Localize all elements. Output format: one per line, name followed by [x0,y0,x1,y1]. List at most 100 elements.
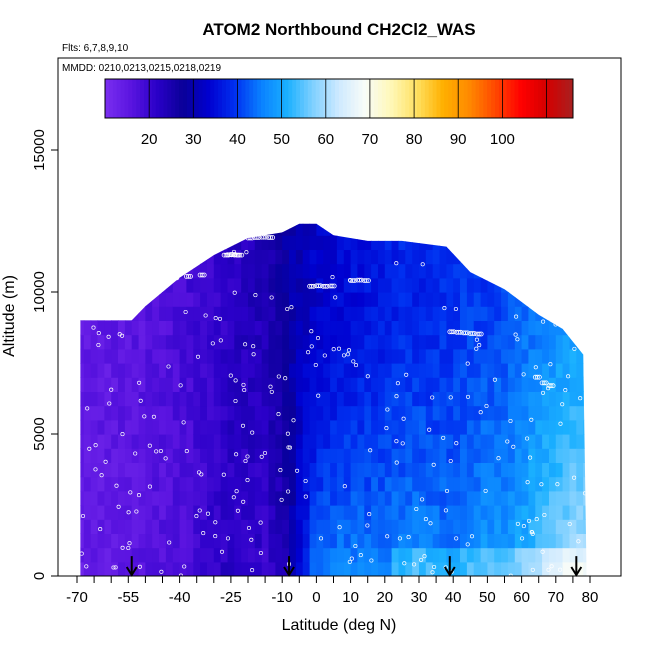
heatmap-cell [131,405,140,421]
heatmap-cell [200,419,208,435]
heatmap-cell [542,561,550,577]
heatmap-cell [535,320,543,336]
sample-point [546,567,551,572]
heatmap-cell [159,419,167,435]
heatmap-cell [261,363,270,378]
heatmap-cell [343,533,352,549]
heatmap-cell [80,249,85,265]
heatmap-cell [269,207,276,222]
heatmap-cell [419,547,427,563]
heatmap-cell [507,223,516,236]
heatmap-cell [446,476,454,492]
sample-point [528,455,533,460]
colorbar-segment [553,79,558,118]
sample-point [194,514,199,519]
heatmap-cell [425,391,434,407]
heatmap-cell [261,334,270,350]
heatmap-cell [323,405,331,421]
heatmap-cell [514,405,523,421]
heatmap-cell [241,235,249,250]
heatmap-cell [576,292,584,307]
heatmap-cell [542,334,550,350]
heatmap-cell [351,207,358,222]
heatmap-cell [309,263,317,279]
heatmap-cell [583,462,587,478]
heatmap-cell [282,263,290,279]
heatmap-cell [268,334,276,350]
heatmap-cell [97,561,105,577]
flight-track-point [199,272,205,278]
heatmap-cell [446,490,454,506]
heatmap-cell [152,505,160,520]
heatmap-cell [118,505,126,520]
heatmap-cell [405,207,412,222]
heatmap-cell [350,292,358,307]
heatmap-cell [330,377,338,392]
heatmap-cell [576,249,584,265]
heatmap-cell [83,476,92,492]
colorbar-segment [167,79,172,118]
heatmap-cell [268,462,276,478]
sample-point [394,439,399,444]
colorbar-segment [171,79,176,118]
flight-track-point [534,374,540,380]
sample-point [563,388,568,393]
heatmap-cell [131,306,140,321]
heatmap-cell [309,490,317,506]
heatmap-cell [207,249,215,265]
heatmap-cell [384,490,393,506]
heatmap-cell [405,306,413,321]
heatmap-cell [480,235,488,250]
sample-point [406,535,411,540]
heatmap-cell [282,519,290,534]
colorbar [104,78,574,119]
heatmap-cell [302,306,311,321]
heatmap-cell [330,490,338,506]
heatmap-cell [412,306,420,321]
colorbar-segment [222,79,227,118]
colorbar-frame [104,78,574,119]
heatmap-cell [425,505,434,520]
heatmap-cell [80,334,85,350]
heatmap-cell [330,334,338,350]
heatmap-cell [425,561,434,577]
heatmap-cell [268,277,276,293]
heatmap-cell [323,547,331,563]
heatmap-cell [371,448,379,463]
sample-point [250,430,255,435]
heatmap-cell [275,320,283,336]
heatmap-cell [384,434,393,449]
heatmap-cell [186,505,194,520]
heatmap-cell [261,490,270,506]
heatmap-cell [364,505,372,520]
heatmap-cell [412,505,420,520]
heatmap-cell [480,306,488,321]
heatmap-cell [193,490,201,506]
heatmap-cell [309,292,317,307]
heatmap-cell [145,277,153,293]
heatmap-cell [165,334,174,350]
heatmap-cell [172,405,181,421]
sample-point [508,418,513,424]
latitude-arrow [283,556,295,577]
colorbar-segment [202,79,207,118]
heatmap-cell [549,490,557,506]
heatmap-cell [220,448,228,463]
arrow-head [570,566,583,577]
flight-track-point [309,283,315,289]
heatmap-cell [412,462,420,478]
colorbar-segment [495,79,500,118]
heatmap-cell [282,448,290,463]
heatmap-cell [275,363,283,378]
sample-point [558,421,563,426]
heatmap-cell [446,223,454,236]
heatmap-cell [289,490,297,506]
heatmap-cell [336,334,345,350]
heatmap-cell [289,348,297,364]
heatmap-cell [193,363,201,378]
heatmap-cell [248,419,256,435]
heatmap-cell [576,419,584,435]
heatmap-cell [118,391,126,407]
colorbar-segment [194,79,199,118]
heatmap-cell [138,490,146,506]
